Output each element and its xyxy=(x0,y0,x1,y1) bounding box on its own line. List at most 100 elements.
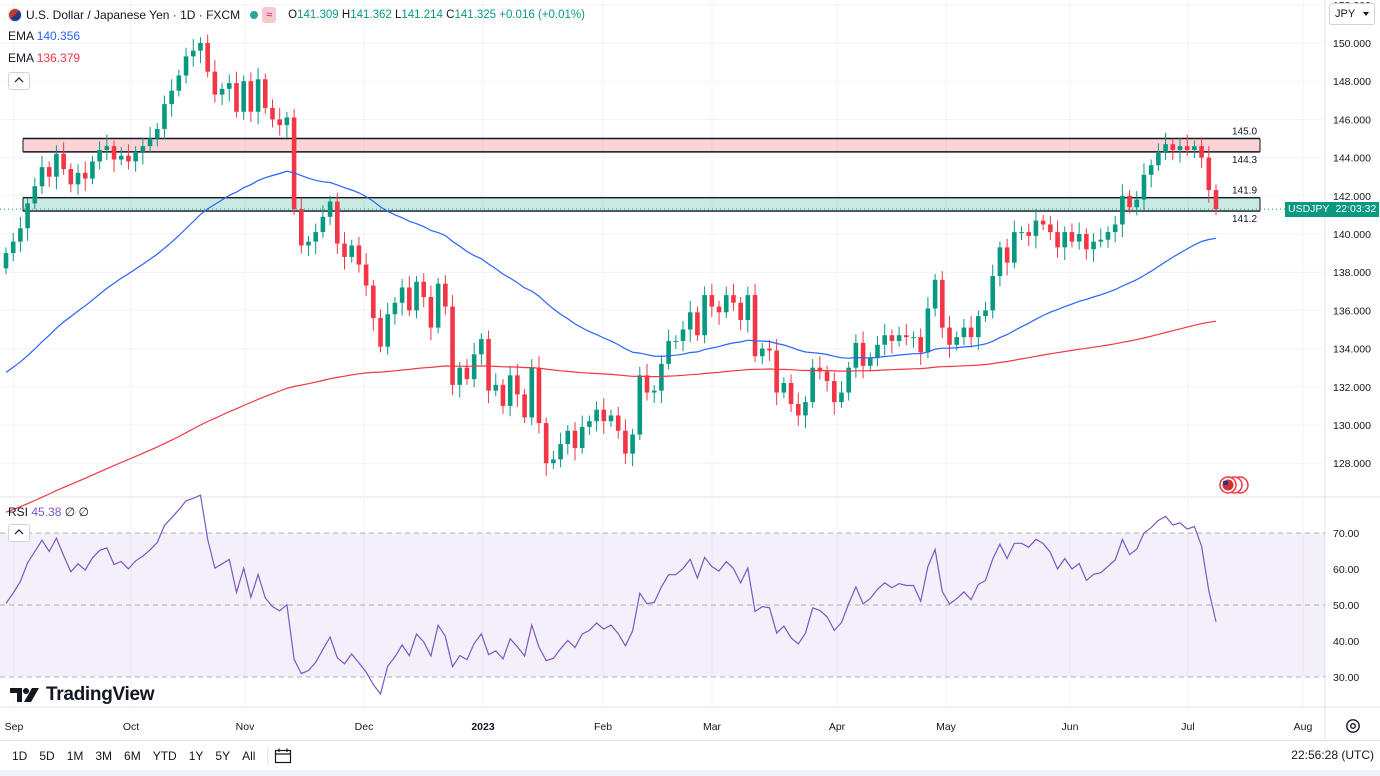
candle xyxy=(464,359,470,385)
candle xyxy=(277,107,282,136)
candle xyxy=(126,144,131,170)
compare-wave-icon[interactable]: ≈ xyxy=(262,7,277,23)
event-flags-icon[interactable] xyxy=(1212,475,1252,495)
price-tick-label: 148.000 xyxy=(1333,76,1371,88)
candle-body xyxy=(558,444,563,460)
candle-body xyxy=(435,283,441,328)
candle xyxy=(248,72,254,123)
candle xyxy=(781,377,787,399)
candle xyxy=(1163,132,1168,160)
candle xyxy=(32,177,38,210)
time-tick-label: Oct xyxy=(123,721,139,733)
price-tick-label: 140.000 xyxy=(1333,229,1371,241)
candle-body xyxy=(1199,146,1204,158)
candle-body xyxy=(385,314,391,347)
price-tick-label: 146.000 xyxy=(1333,114,1371,126)
chart-canvas[interactable]: 128.000 130.000 132.000 134.000 136.000 138.0… xyxy=(0,0,1380,740)
currency-select[interactable]: JPY xyxy=(1329,3,1375,25)
candle-body xyxy=(522,394,527,418)
candle-body xyxy=(1177,146,1183,150)
chevron-up-icon xyxy=(14,529,24,535)
toolbar-divider xyxy=(267,747,269,764)
candle-body xyxy=(543,423,549,464)
candle xyxy=(255,67,261,125)
range-1y-button[interactable]: 1Y xyxy=(188,748,204,763)
candle xyxy=(587,415,592,435)
ohlc-values: O141.309 H141.362 L141.214 C141.325 +0.0… xyxy=(288,9,585,21)
candle-body xyxy=(32,186,38,204)
candle xyxy=(342,232,347,270)
collapse-legend-button[interactable] xyxy=(8,72,30,90)
candle-body xyxy=(1084,234,1089,250)
candle xyxy=(615,406,621,439)
candle-body xyxy=(1163,144,1168,152)
candle-body xyxy=(608,415,614,422)
range-5d-button[interactable]: 5D xyxy=(39,748,55,763)
range-6m-button[interactable]: 6M xyxy=(124,748,141,763)
candle-body xyxy=(190,50,196,57)
zone-top-label: 145.0 xyxy=(1232,127,1257,138)
range-1m-button[interactable]: 1M xyxy=(66,748,84,763)
range-5y-button[interactable]: 5Y xyxy=(215,748,231,763)
candle-body xyxy=(140,146,146,152)
candle-body xyxy=(889,335,895,341)
chart-background xyxy=(0,0,1380,740)
candle-body xyxy=(133,151,138,162)
candle-body xyxy=(911,337,916,339)
range-all-button[interactable]: All xyxy=(242,748,256,763)
candle xyxy=(1062,226,1068,260)
candle-body xyxy=(817,367,823,372)
ema-slow-legend[interactable]: EMA 136.379 xyxy=(8,51,81,65)
candle-body xyxy=(507,375,513,406)
market-status-icon[interactable] xyxy=(250,11,259,19)
candle xyxy=(306,235,311,256)
time-tick-label: Sep xyxy=(5,721,24,733)
symbol-legend[interactable]: U.S. Dollar / Japanese Yen · 1D · FXCM ≈… xyxy=(8,7,585,23)
candle xyxy=(1206,146,1212,203)
candle-body xyxy=(839,392,844,403)
candle xyxy=(594,401,599,432)
candle-body xyxy=(651,390,657,393)
candle xyxy=(680,320,686,352)
candle xyxy=(1040,214,1046,231)
utc-clock[interactable]: 22:56:28 (UTC) xyxy=(1291,748,1374,762)
gear-icon[interactable] xyxy=(1344,717,1362,735)
candle xyxy=(774,339,779,406)
ema-fast-legend[interactable]: EMA 140.356 xyxy=(8,29,81,43)
time-tick-label: Jul xyxy=(1181,721,1194,733)
candle xyxy=(558,432,563,468)
range-3m-button[interactable]: 3M xyxy=(95,748,113,763)
calendar-icon[interactable] xyxy=(274,748,292,764)
candle-body xyxy=(1012,232,1017,263)
candle xyxy=(1213,184,1219,215)
candle xyxy=(889,329,895,354)
range-1d-button[interactable]: 1D xyxy=(12,748,28,763)
candle xyxy=(1148,159,1154,188)
candle xyxy=(435,277,441,334)
candle xyxy=(1156,143,1161,171)
candle xyxy=(1134,191,1140,216)
candle-body xyxy=(990,276,996,311)
candle-body xyxy=(1156,151,1161,166)
candle-body xyxy=(723,295,729,313)
candle xyxy=(1091,233,1096,262)
candle xyxy=(1112,215,1118,243)
rsi-collapse-button[interactable] xyxy=(8,524,30,542)
range-ytd-button[interactable]: YTD xyxy=(152,748,177,763)
candle xyxy=(932,274,938,317)
candle-body xyxy=(443,283,448,307)
zone-bottom-label: 144.3 xyxy=(1232,155,1257,166)
candle-body xyxy=(248,81,254,112)
candle xyxy=(687,300,693,343)
candle xyxy=(363,253,369,296)
candle xyxy=(10,233,16,262)
candle xyxy=(803,396,808,429)
candle-body xyxy=(147,138,153,147)
candle xyxy=(767,340,772,361)
rsi-tick-label: 40.00 xyxy=(1333,636,1359,648)
rsi-legend[interactable]: RSI 45.38 ∅ ∅ xyxy=(8,505,89,519)
candle xyxy=(270,99,275,128)
candle xyxy=(500,379,506,414)
candle-body xyxy=(738,302,743,320)
symbol-title[interactable]: U.S. Dollar / Japanese Yen · 1D · FXCM xyxy=(26,8,241,22)
